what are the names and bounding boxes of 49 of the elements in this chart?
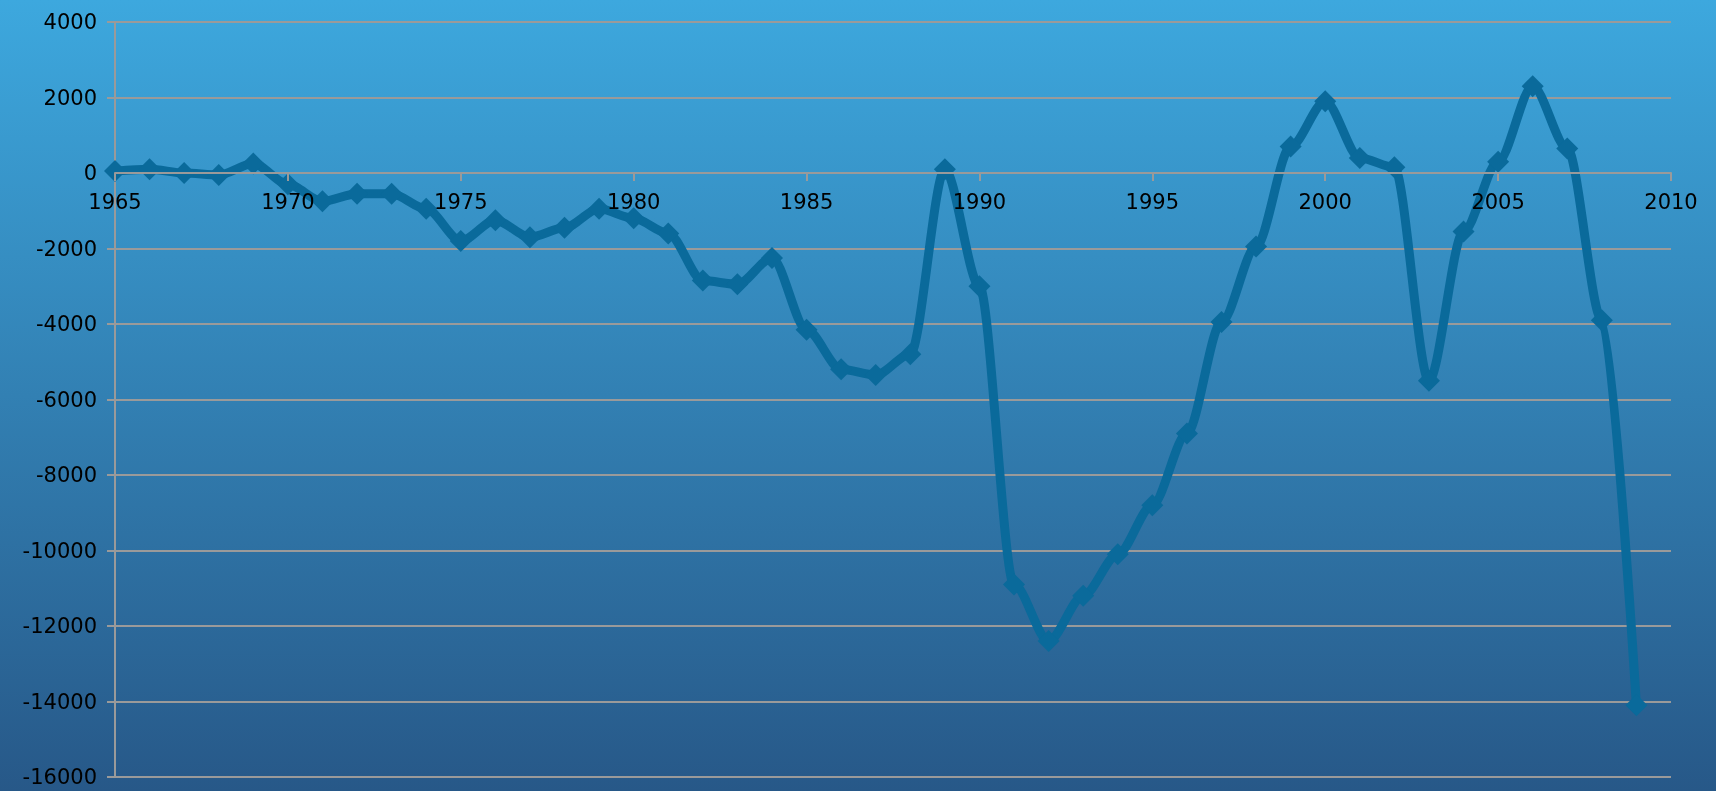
x-tick-label: 1975 xyxy=(434,189,488,214)
y-tick-label: -14000 xyxy=(22,689,97,714)
y-tick-label: -12000 xyxy=(22,614,97,638)
point xyxy=(1590,309,1613,332)
point xyxy=(1521,75,1544,98)
x-tick-label: 1970 xyxy=(261,189,315,214)
point xyxy=(1452,220,1475,243)
y-tick-label: 0 xyxy=(83,161,97,185)
point xyxy=(1210,311,1233,334)
point xyxy=(1141,494,1164,517)
x-tick-label: 1985 xyxy=(779,189,834,214)
x-tick-label: 1980 xyxy=(606,189,661,214)
y-tick-label: -10000 xyxy=(22,538,97,563)
x-tick-label: 2005 xyxy=(1471,189,1525,214)
point xyxy=(415,197,438,220)
point xyxy=(899,343,922,366)
point xyxy=(242,152,265,175)
point xyxy=(968,275,991,298)
point xyxy=(1487,150,1510,173)
y-tick-label: -16000 xyxy=(22,765,97,789)
x-tick-label: 1990 xyxy=(952,189,1007,214)
point xyxy=(1003,573,1026,596)
point xyxy=(1348,146,1371,169)
point xyxy=(518,226,541,249)
point xyxy=(795,318,818,341)
point xyxy=(1279,135,1302,158)
point xyxy=(1175,422,1198,445)
point xyxy=(1072,584,1095,607)
point xyxy=(1314,90,1337,113)
x-tick-label: 1965 xyxy=(88,189,142,214)
point xyxy=(1106,543,1129,566)
point xyxy=(1037,630,1060,653)
y-tick-label: -6000 xyxy=(35,387,97,412)
x-tick-label: 2010 xyxy=(1644,189,1698,214)
point xyxy=(449,229,472,252)
x-tick-label: 2000 xyxy=(1298,189,1352,214)
point xyxy=(1556,137,1579,160)
point xyxy=(553,216,576,239)
y-tick-label: -2000 xyxy=(35,236,97,261)
y-tick-label: -8000 xyxy=(35,463,97,487)
y-tick-label: 4000 xyxy=(43,10,97,34)
y-tick-label: -4000 xyxy=(35,312,97,336)
y-tick-label: 2000 xyxy=(43,85,97,110)
x-tick-label: 1995 xyxy=(1125,189,1180,214)
point xyxy=(484,209,507,232)
point xyxy=(1383,156,1406,179)
point xyxy=(1245,235,1268,258)
point xyxy=(760,246,783,269)
point xyxy=(657,222,680,245)
